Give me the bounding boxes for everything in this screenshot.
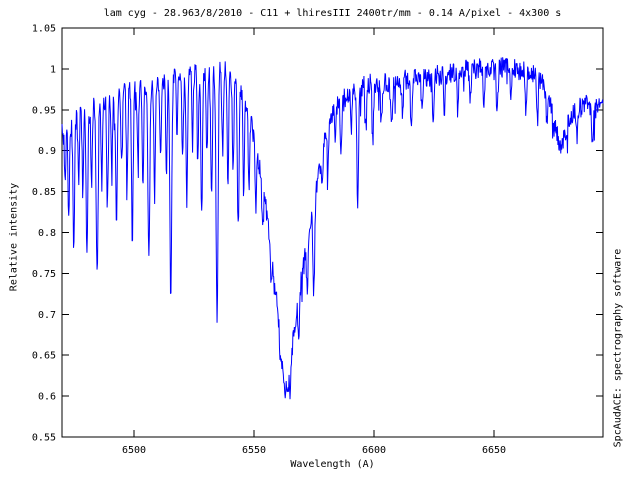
x-axis-title: Wavelength (A) [290,459,375,470]
y-tick-label: 0.6 [38,392,56,403]
y-tick-label: 0.95 [32,105,56,116]
y-tick-label: 0.85 [32,187,56,198]
y-tick-label: 0.65 [32,351,56,362]
y-tick-label: 0.55 [32,433,56,444]
x-tick-label: 6550 [242,445,266,456]
chart-title: lam cyg - 28.963/8/2010 - C11 + lhiresII… [103,8,562,19]
x-tick-label: 6500 [122,445,146,456]
plot-frame [61,27,604,438]
spectrum-trace [61,57,604,400]
y-tick-label: 0.9 [38,146,56,157]
software-watermark: SpcAudACE: spectrography software [612,248,624,448]
y-axis-title: Relative intensity [8,182,20,292]
x-tick-label: 6650 [482,445,506,456]
y-tick-label: 0.8 [38,228,56,239]
y-tick-label: 0.75 [32,269,56,280]
x-tick-label: 6600 [362,445,386,456]
y-tick-label: 0.7 [38,310,56,321]
y-tick-label: 1.05 [32,24,56,35]
y-tick-label: 1 [50,64,56,75]
